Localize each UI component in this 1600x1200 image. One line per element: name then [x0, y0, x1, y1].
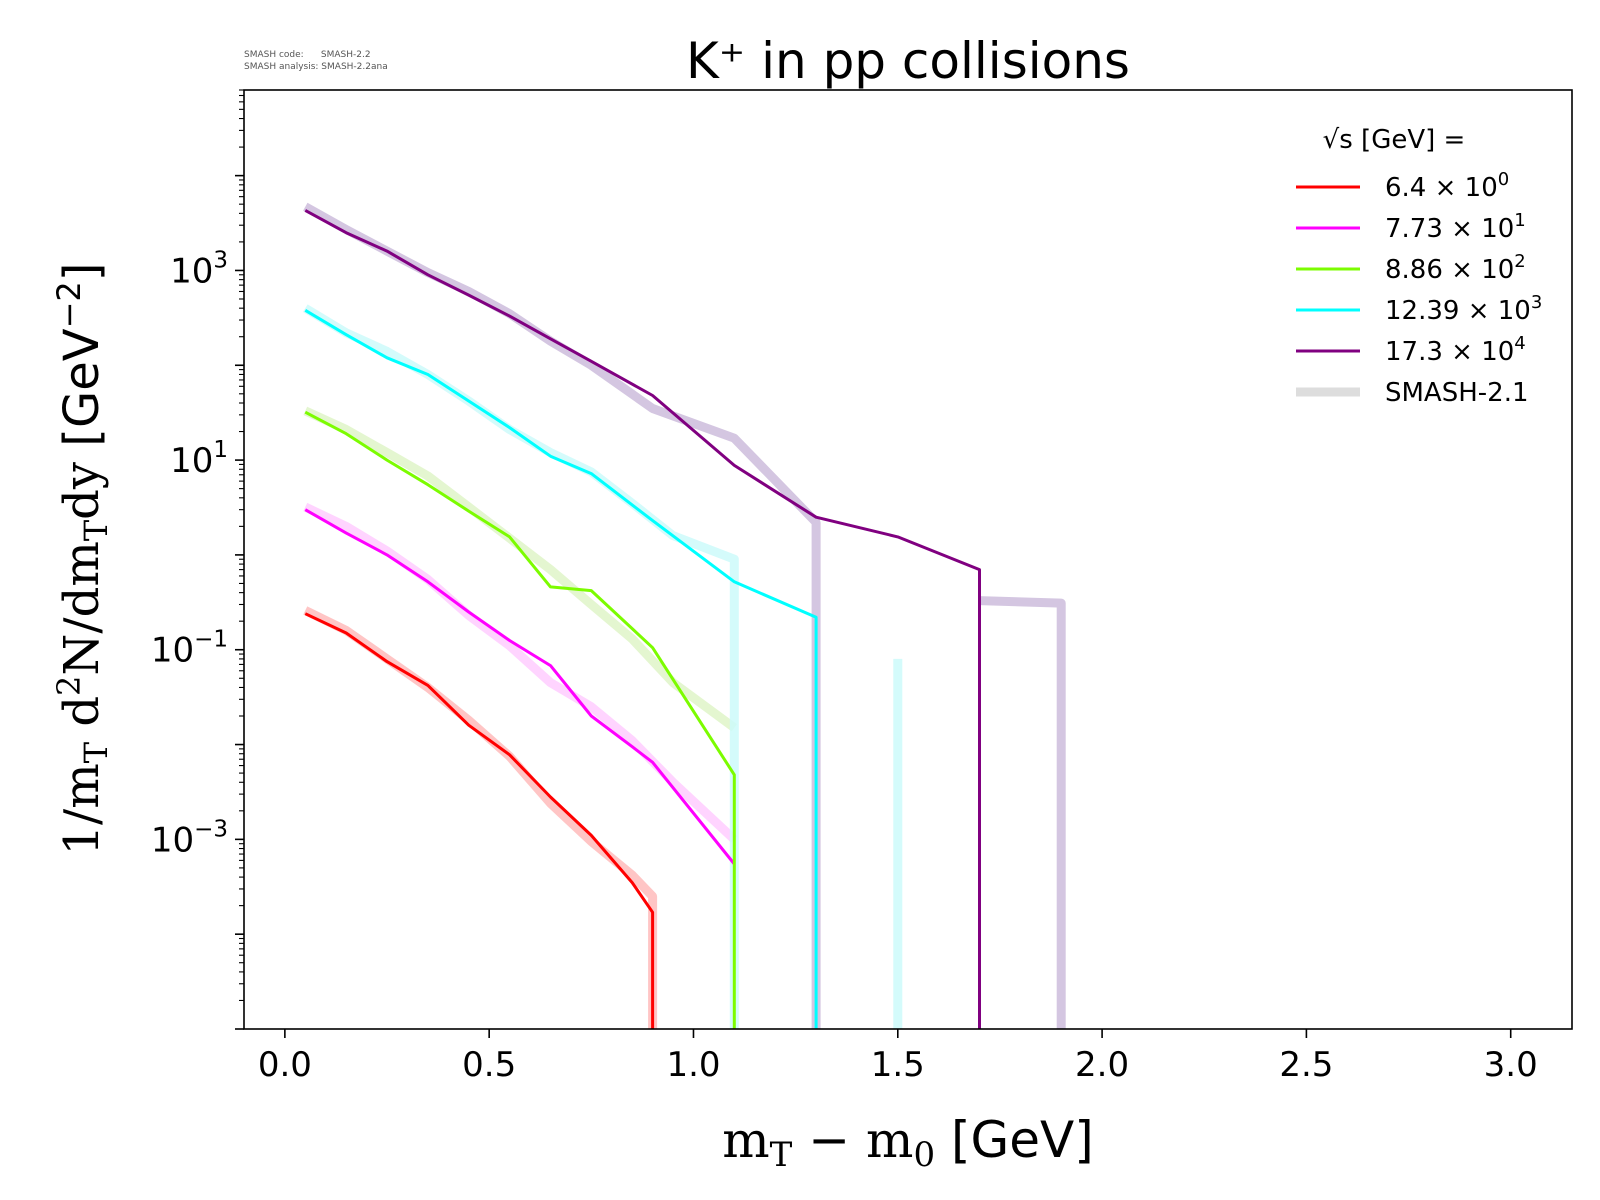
y-axis-label: 1/mT d2N/dmTdy [GeV−2] [50, 263, 115, 856]
legend-label: 7.73 × 101 [1385, 210, 1526, 244]
reference-line-2 [303, 406, 737, 732]
series-line-4 [304, 209, 981, 1029]
y-tick-label: 10−3 [151, 816, 228, 860]
legend-label: 12.39 × 103 [1385, 292, 1542, 326]
series-line-2 [304, 410, 736, 1029]
x-tick-label: 1.5 [871, 1045, 925, 1085]
x-axis: 0.0 0.5 1.0 1.5 2.0 2.5 3.0 [258, 1029, 1538, 1085]
reference-line-6 [979, 596, 1066, 1029]
series-line-3 [304, 309, 818, 1029]
y-axis: 10−3 10−1 101 103 [151, 89, 244, 1030]
series-line-1 [304, 508, 736, 865]
x-tick-label: 2.0 [1075, 1045, 1129, 1085]
legend-label: 8.86 × 102 [1385, 251, 1526, 285]
series-line-0 [304, 612, 655, 1029]
reference-line-1 [303, 502, 738, 843]
y-tick-label: 103 [170, 247, 228, 291]
legend-label: SMASH-2.1 [1385, 378, 1529, 408]
data-lines [304, 209, 981, 1029]
x-tick-label: 0.5 [462, 1045, 516, 1085]
x-tick-label: 2.5 [1279, 1045, 1333, 1085]
y-tick-label: 101 [170, 437, 228, 481]
legend-title: √s [GeV] = [1323, 125, 1466, 155]
y-tick-label: 10−1 [151, 627, 228, 671]
x-tick-label: 1.0 [666, 1045, 720, 1085]
legend-label: 6.4 × 100 [1385, 169, 1509, 203]
legend-label: 17.3 × 104 [1385, 333, 1526, 367]
reference-lines [302, 202, 1066, 1029]
x-axis-label: mT − m0 [GeV] [722, 1111, 1093, 1175]
smash-code-note: SMASH code: SMASH-2.2 [244, 50, 371, 60]
chart-title: K⁺ in pp collisions [686, 32, 1130, 90]
x-tick-label: 3.0 [1484, 1045, 1538, 1085]
plot-frame [243, 89, 1573, 1030]
x-tick-label: 0.0 [258, 1045, 312, 1085]
legend: √s [GeV] = 6.4 × 100 7.73 × 101 8.86 × 102… [1296, 125, 1542, 408]
reference-line-3 [302, 304, 739, 1029]
smash-analysis-note: SMASH analysis: SMASH-2.2ana [244, 62, 388, 72]
